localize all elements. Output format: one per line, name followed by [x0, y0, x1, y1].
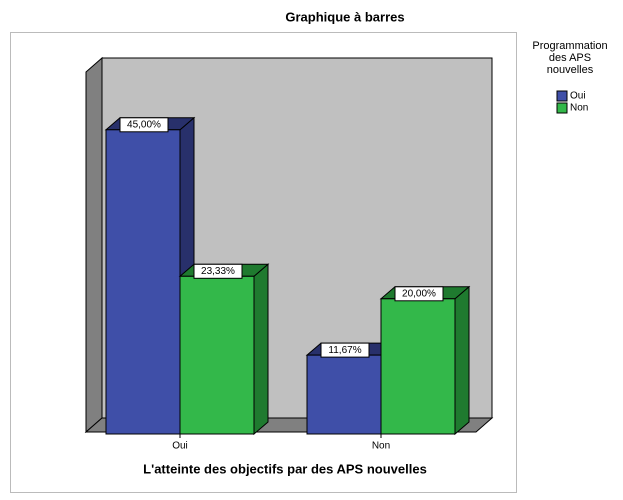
side-wall — [85, 56, 103, 434]
chart-title: Graphique à barres — [285, 9, 404, 24]
legend-swatch — [556, 90, 568, 102]
bar-side — [454, 285, 470, 436]
x-tick-label: Oui — [172, 441, 188, 452]
bar — [105, 129, 181, 435]
bar-side — [253, 263, 269, 436]
x-axis-title: L'atteinte des objectifs par des APS nou… — [143, 461, 427, 476]
value-label: 20,00% — [402, 288, 436, 299]
legend-title: Programmation — [532, 40, 607, 52]
legend-swatch — [556, 102, 568, 114]
legend-title: des APS — [549, 52, 591, 64]
bar — [179, 275, 255, 435]
bar — [380, 298, 456, 435]
value-label: 45,00% — [127, 119, 161, 130]
legend-label: Oui — [570, 91, 586, 102]
legend-label: Non — [570, 103, 588, 114]
value-label: 23,33% — [201, 266, 235, 277]
value-label-box — [320, 342, 370, 358]
value-label-box — [193, 263, 243, 279]
value-label-box — [394, 286, 444, 302]
value-label: 11,67% — [328, 345, 361, 356]
x-tick-label: Non — [372, 441, 390, 452]
bar — [306, 354, 382, 435]
value-label-box — [119, 117, 169, 133]
legend-title: nouvelles — [547, 64, 594, 76]
